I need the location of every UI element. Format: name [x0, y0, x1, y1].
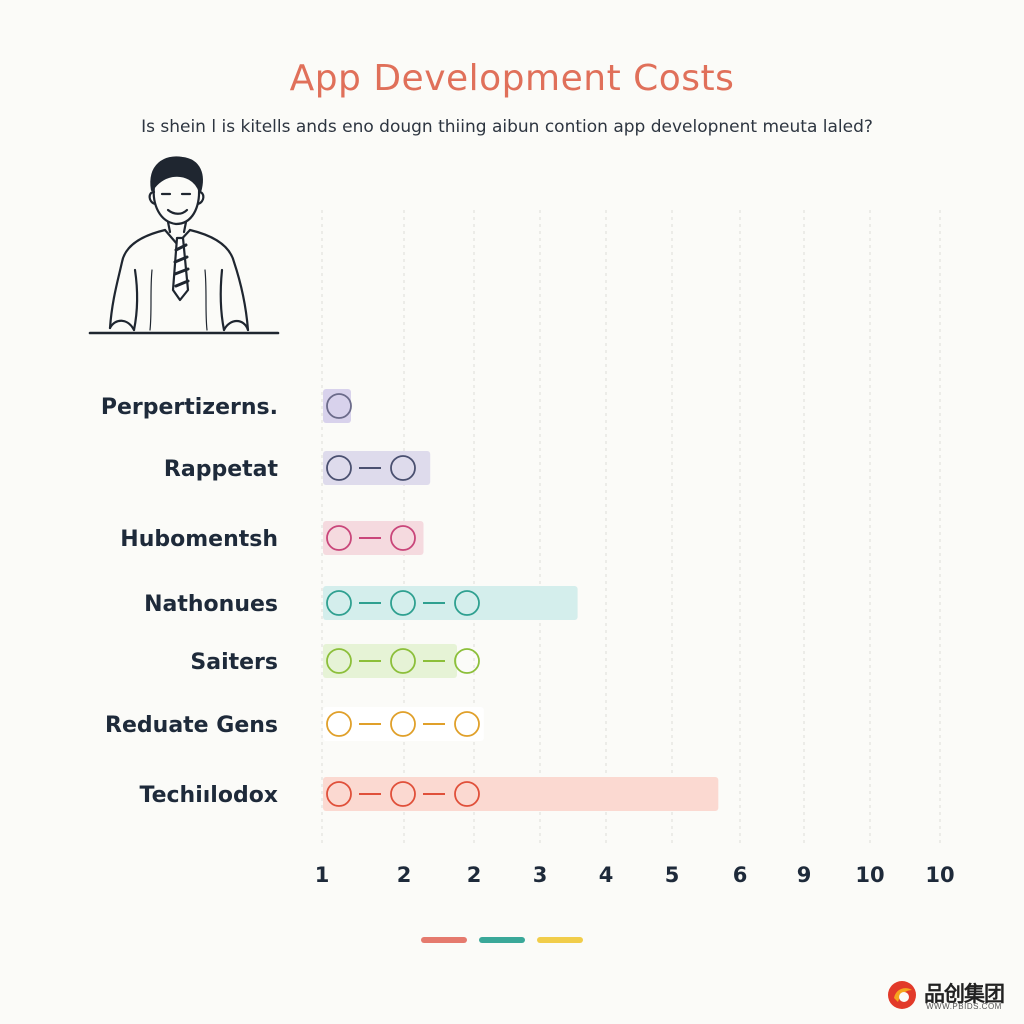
x-tick-label: 9	[797, 863, 812, 887]
bar	[323, 586, 578, 620]
watermark-url: WWW.PBIDS.COM	[926, 1002, 1002, 1011]
bar-icon	[390, 648, 416, 674]
watermark-text: 品创集团	[924, 982, 1005, 1006]
bar	[323, 644, 457, 678]
x-tick-label: 10	[855, 863, 884, 887]
bar-icon	[326, 711, 352, 737]
x-tick-label: 2	[467, 863, 482, 887]
bar	[323, 707, 484, 741]
bar-icon	[326, 525, 352, 551]
bar-icon	[454, 590, 480, 616]
bar-icon	[454, 711, 480, 737]
chart-subtitle: Is shein l is kitells ands eno dougn thi…	[141, 117, 873, 137]
bar-icon	[326, 455, 352, 481]
bar-icon	[390, 590, 416, 616]
x-tick-label: 1	[315, 863, 330, 887]
category-label: Techiılodox	[140, 783, 279, 808]
x-tick-label: 2	[397, 863, 412, 887]
x-tick-label: 5	[665, 863, 680, 887]
bar-icon	[390, 711, 416, 737]
brand-logo-icon	[888, 981, 916, 1009]
bar-icon	[326, 781, 352, 807]
x-tick-label: 6	[733, 863, 748, 887]
category-label: Saiters	[190, 650, 278, 675]
bar-series	[323, 389, 719, 811]
x-tick-label: 4	[599, 863, 614, 887]
x-tick-label: 10	[925, 863, 954, 887]
category-label: Perpertizerns.	[101, 395, 278, 420]
bar-icon	[390, 525, 416, 551]
bar-icon	[390, 455, 416, 481]
chart-title: App Development Costs	[289, 58, 735, 99]
businessman-illustration	[88, 156, 280, 335]
bar	[323, 777, 719, 811]
bar-icon	[454, 648, 480, 674]
bar-icon	[326, 648, 352, 674]
category-label: Nathonues	[144, 592, 278, 617]
bar-icon	[390, 781, 416, 807]
bar-icon	[326, 590, 352, 616]
watermark: 品创集团 WWW.PBIDS.COM	[886, 978, 1010, 1012]
bar-icon	[454, 781, 480, 807]
category-label: Rappetat	[164, 457, 279, 482]
vertical-grid	[321, 210, 941, 845]
x-tick-labels: 1 2 2 3 4 5 6 9 10 10	[315, 863, 955, 887]
x-tick-label: 3	[533, 863, 548, 887]
category-label: Reduate Gens	[105, 713, 278, 738]
bar-icon	[326, 393, 352, 419]
category-labels: Perpertizerns. Rappetat Hubomentsh Nathonue…	[101, 395, 279, 808]
category-label: Hubomentsh	[120, 527, 278, 552]
